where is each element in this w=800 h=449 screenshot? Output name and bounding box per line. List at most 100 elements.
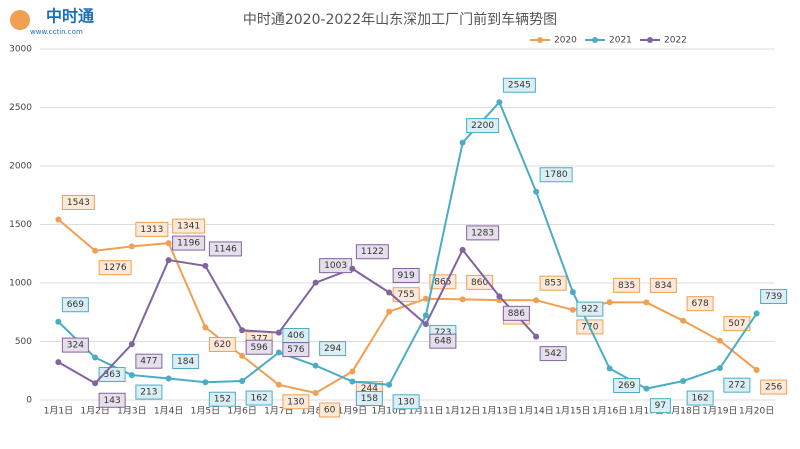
x-tick-label: 1月17日: [629, 406, 664, 417]
x-tick-label: 1月1日: [44, 406, 73, 417]
data-label: 162: [692, 394, 709, 404]
data-label-box: [319, 258, 353, 274]
data-label-box: [613, 378, 641, 394]
data-label: 919: [398, 271, 415, 281]
point: [569, 306, 576, 313]
legend-label: 2020: [554, 36, 577, 46]
data-label-box: [208, 391, 236, 407]
data-label-box: [135, 353, 163, 369]
data-label: 60: [324, 405, 336, 415]
legend-marker: [647, 37, 653, 43]
data-label: 406: [287, 331, 304, 341]
data-label: 294: [324, 344, 341, 354]
x-tick-label: 1月15日: [555, 406, 590, 417]
data-label: 162: [251, 394, 268, 404]
y-tick-label: 1000: [9, 279, 32, 289]
data-label-box: [208, 241, 242, 257]
logo-url: www.cctin.com: [30, 28, 83, 36]
data-label: 853: [545, 279, 562, 289]
data-label-box: [135, 221, 169, 237]
data-label-box: [466, 225, 500, 241]
point: [202, 324, 209, 331]
data-label-box: [649, 277, 677, 293]
data-label: 324: [67, 341, 84, 351]
data-label: 2200: [471, 121, 494, 131]
point: [386, 308, 393, 315]
data-label-box: [392, 267, 420, 283]
point: [92, 354, 99, 361]
data-label: 1780: [545, 170, 568, 180]
point: [165, 240, 172, 247]
data-label: 648: [434, 337, 451, 347]
point: [275, 381, 282, 388]
y-tick-label: 1500: [9, 220, 32, 230]
data-label-box: [208, 336, 236, 352]
y-tick-label: 3000: [9, 45, 32, 55]
point: [422, 295, 429, 302]
point: [680, 317, 687, 324]
y-tick-label: 500: [15, 337, 32, 347]
data-label: 835: [618, 281, 635, 291]
point: [312, 362, 319, 369]
data-label-box: [282, 394, 310, 410]
point: [349, 378, 356, 385]
data-label-box: [686, 390, 714, 406]
data-label: 576: [287, 345, 304, 355]
x-tick-label: 1月12日: [445, 406, 480, 417]
data-label: 1276: [104, 263, 127, 273]
point: [165, 257, 172, 264]
data-label-box: [502, 305, 530, 321]
data-label-box: [613, 277, 641, 293]
x-tick-label: 1月5日: [191, 406, 220, 417]
data-label: 723: [434, 328, 451, 338]
data-label: 130: [287, 397, 304, 407]
point: [716, 365, 723, 372]
x-tick-label: 1月6日: [227, 406, 256, 417]
data-label: 1122: [361, 247, 384, 257]
data-label: 97: [655, 401, 666, 411]
point: [459, 296, 466, 303]
data-label: 1543: [67, 198, 90, 208]
data-label: 1341: [177, 222, 200, 232]
data-label: 158: [361, 394, 378, 404]
x-tick-label: 1月13日: [482, 406, 517, 417]
data-label-box: [686, 296, 714, 312]
point: [386, 381, 393, 388]
data-label: 477: [140, 357, 157, 367]
data-label: 1146: [214, 244, 237, 254]
data-label: 272: [728, 381, 745, 391]
data-label: 1003: [324, 261, 347, 271]
data-label: 669: [67, 300, 84, 310]
point: [275, 349, 282, 356]
data-label-box: [172, 218, 206, 234]
x-tick-label: 1月9日: [338, 406, 367, 417]
point: [422, 321, 429, 328]
data-label-box: [98, 260, 132, 276]
data-label-box: [282, 342, 310, 358]
data-label: 130: [398, 397, 415, 407]
x-tick-label: 1月7日: [264, 406, 293, 417]
data-label: 244: [361, 384, 378, 394]
point: [533, 297, 540, 304]
point: [128, 341, 135, 348]
point: [753, 367, 760, 374]
point: [239, 378, 246, 385]
point: [680, 378, 687, 385]
data-label-box: [576, 301, 604, 317]
series-line: [57, 100, 758, 390]
data-label-box: [61, 194, 95, 210]
point: [92, 247, 99, 254]
data-label: 507: [728, 319, 745, 329]
data-label: 865: [434, 277, 451, 287]
data-label: 596: [251, 343, 268, 353]
point: [202, 262, 209, 269]
data-label: 755: [398, 290, 415, 300]
point: [165, 375, 172, 382]
x-tick-label: 1月14日: [519, 406, 554, 417]
data-label-box: [61, 337, 89, 353]
point: [312, 279, 319, 286]
point: [753, 310, 760, 317]
point: [459, 139, 466, 146]
data-label: 1313: [140, 225, 163, 235]
